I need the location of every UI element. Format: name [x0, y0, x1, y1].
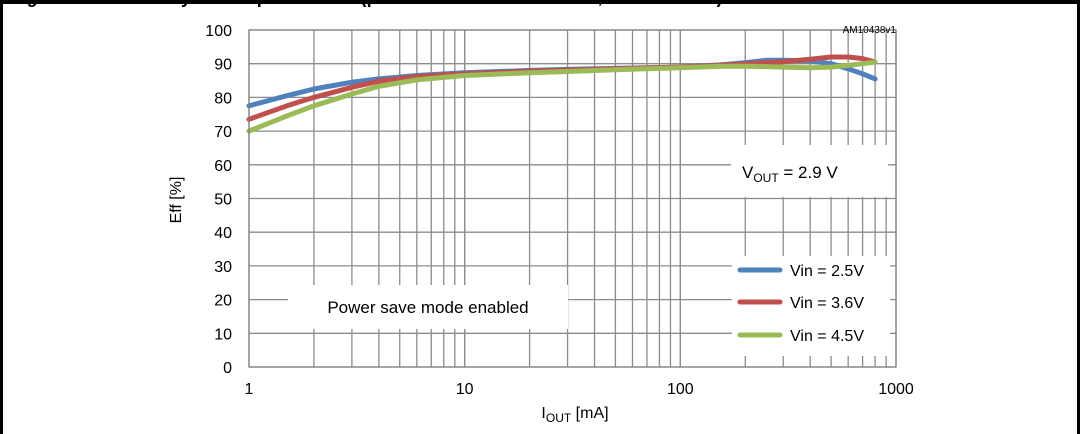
- x-tick-label: 1000: [878, 381, 914, 398]
- frame-top-border: [0, 0, 1080, 4]
- legend: Vin = 2.5V Vin = 3.6V Vin = 4.5V: [732, 256, 890, 356]
- mode-annotation: Power save mode enabled: [288, 285, 568, 329]
- vout-annotation-main: V: [742, 163, 754, 182]
- vout-annotation: VOUT = 2.9 V: [731, 145, 888, 197]
- y-tick-label: 40: [214, 225, 232, 242]
- x-axis-label-unit: [mA]: [571, 405, 608, 422]
- y-tick-label: 20: [214, 293, 232, 310]
- mode-annotation-text: Power save mode enabled: [327, 298, 528, 317]
- y-tick-label: 30: [214, 259, 232, 276]
- y-tick-label: 10: [214, 326, 232, 343]
- x-axis-label: IOUT [mA]: [541, 405, 608, 425]
- series-lines: [246, 54, 878, 134]
- plot-border: [248, 29, 897, 368]
- y-axis-label: Eff [%]: [168, 177, 185, 224]
- y-tick-label: 60: [214, 158, 232, 175]
- y-tick-label: 70: [214, 124, 232, 141]
- frame-right-border: [1077, 0, 1080, 434]
- x-tick-label: 10: [456, 381, 474, 398]
- x-axis-label-sub: OUT: [546, 411, 572, 425]
- series-line-2: [246, 59, 878, 134]
- y-tick-label: 50: [214, 192, 232, 209]
- y-tick-label: 100: [205, 23, 232, 40]
- svg-text:VOUT = 2.9 V: VOUT = 2.9 V: [742, 163, 838, 185]
- y-tick-label: 0: [223, 360, 232, 377]
- y-tick-label: 90: [214, 57, 232, 74]
- legend-label-vin-2-5v: Vin = 2.5V: [790, 263, 864, 280]
- y-tick-label: 80: [214, 90, 232, 107]
- x-axis-label-main: I: [541, 405, 545, 422]
- x-tick-label: 100: [667, 381, 694, 398]
- legend-label-vin-4-5v: Vin = 4.5V: [790, 328, 864, 345]
- figure-code: AM10438v1: [843, 25, 897, 36]
- legend-label-vin-3-6v: Vin = 3.6V: [790, 295, 864, 312]
- frame-left-border: [0, 0, 3, 434]
- x-tick-label: 1: [245, 381, 254, 398]
- vout-annotation-rest: = 2.9 V: [779, 163, 839, 182]
- vout-annotation-sub: OUT: [753, 171, 779, 185]
